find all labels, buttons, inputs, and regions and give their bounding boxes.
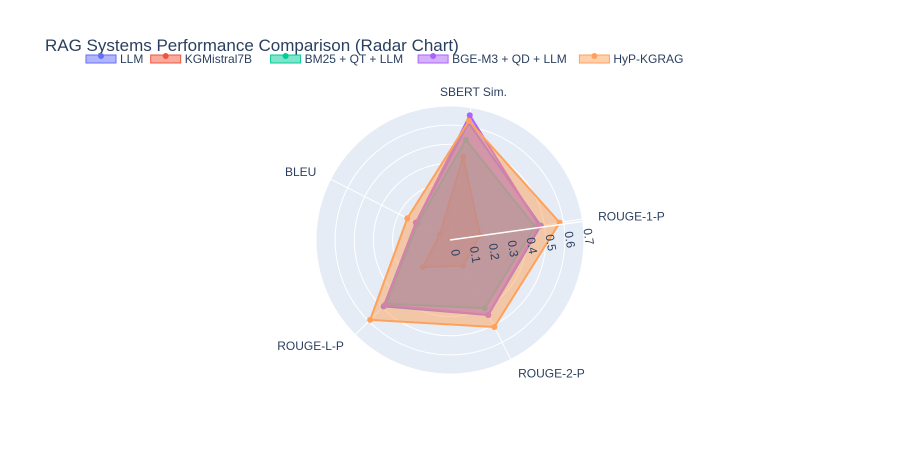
radial-tick-label: 0.4 [524,236,540,255]
series-area [369,119,561,328]
radial-tick-label: 0.6 [561,230,577,249]
legend-label: LLM [120,52,143,66]
legend-label: BM25 + QT + LLM [305,52,404,66]
legend-marker [98,53,104,59]
radial-tick-label: 0 [448,248,463,257]
legend-marker [162,53,169,59]
axis-label-sbert-sim: SBERT Sim. [440,85,507,99]
legend-label: KGMistral7B [185,52,252,66]
data-point [367,316,374,323]
grid-ring [315,105,585,375]
axis-label-bleu: BLEU [285,165,316,179]
radial-tick-label: 0.5 [543,233,559,252]
data-point [404,215,411,222]
legend-item-llm[interactable]: LLM [85,52,143,66]
radial-tick-label: 0.7 [580,227,596,246]
legend: LLM KGMistral7B BM25 + QT + LLM BGE-M3 + QD… [85,52,683,66]
legend-item-kgmistral7b[interactable]: KGMistral7B [150,52,252,66]
legend-item-hyp-kgrag[interactable]: HyP-KGRAG [578,52,683,66]
radial-tick-label: 0.2 [486,242,502,261]
legend-label: HyP-KGRAG [613,52,683,66]
axis-label-rouge-1-p: ROUGE-1-P [598,210,665,224]
data-point [466,112,473,119]
series-hyp-kgrag [367,117,563,330]
radial-tick-label: 0.1 [467,245,483,264]
legend-label: BGE-M3 + QD + LLM [452,52,567,66]
axis-label-rouge-2-p: ROUGE-2-P [518,367,585,381]
data-point [491,323,498,330]
data-point [465,117,472,124]
radial-axis-line [449,219,591,241]
legend-marker [430,53,437,59]
grid-ring [334,124,566,356]
legend-item-bm25-qt-llm[interactable]: BM25 + QT + LLM [270,52,404,66]
chart-title: RAG Systems Performance Comparison (Rada… [45,36,459,55]
radial-tick-label: 0.3 [505,239,521,258]
legend-marker [591,53,598,59]
axis-label-rouge-l-p: ROUGE-L-P [277,339,344,353]
legend-marker [282,53,289,59]
series-layer [367,112,563,330]
legend-item-bge-m3-qd-llm[interactable]: BGE-M3 + QD + LLM [417,52,567,66]
